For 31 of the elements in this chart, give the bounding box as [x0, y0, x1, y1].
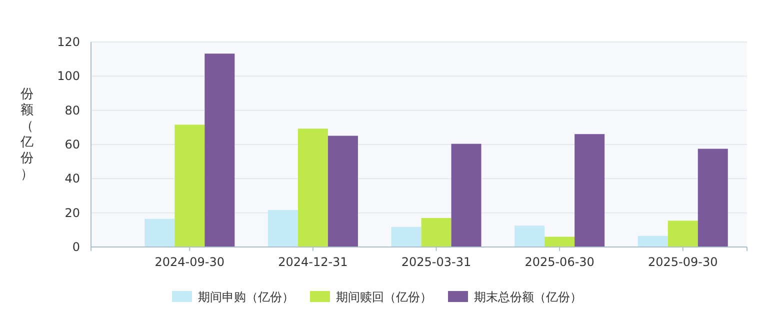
- bar: [638, 236, 668, 247]
- y-tick-label: 120: [57, 35, 80, 49]
- bar: [698, 148, 728, 247]
- bar: [298, 128, 328, 247]
- legend-label: 期间赎回（亿份）: [336, 290, 432, 304]
- bar: [421, 218, 452, 247]
- bar: [174, 124, 205, 247]
- bar: [204, 54, 235, 247]
- y-axis-title: 份额（亿份）: [20, 87, 34, 182]
- y-tick-label: 0: [72, 240, 80, 254]
- legend-label: 期末总份额（亿份）: [474, 290, 582, 304]
- x-tick-label: 2024-09-30: [154, 255, 225, 269]
- y-tick-label: 60: [64, 138, 80, 152]
- bar: [574, 134, 605, 247]
- bar: [328, 136, 358, 247]
- y-tick-label: 100: [57, 69, 80, 84]
- bar: [268, 210, 298, 247]
- x-tick-label: 2025-03-31: [401, 255, 472, 269]
- bar: [668, 220, 698, 247]
- y-tick-label: 80: [64, 103, 80, 118]
- legend-label: 期间申购（亿份）: [198, 290, 294, 304]
- y-tick-label: 40: [64, 172, 80, 186]
- y-tick-label: 20: [64, 206, 80, 220]
- x-tick-label: 2024-12-31: [278, 255, 348, 269]
- bar: [544, 236, 575, 247]
- x-tick-label: 2025-06-30: [524, 255, 594, 269]
- bar: [451, 144, 482, 247]
- x-tick-label: 2025-09-30: [648, 255, 718, 269]
- bar: [514, 226, 545, 247]
- bar: [144, 218, 175, 247]
- bar: [391, 226, 422, 247]
